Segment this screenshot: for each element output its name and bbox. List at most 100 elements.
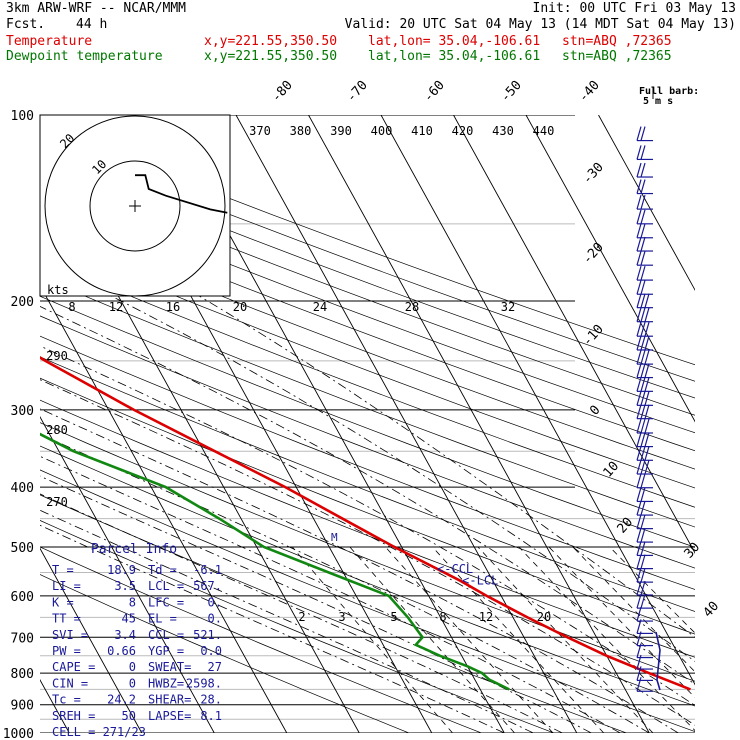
wind-barb <box>636 619 653 635</box>
wind-barb-flag <box>640 567 646 583</box>
pressure-label: 400 <box>11 481 34 496</box>
wind-barb <box>636 677 653 692</box>
isotherm-label: -20 <box>580 240 607 267</box>
parcel-label: TT = <box>52 612 81 626</box>
theta-label: 400 <box>371 124 393 138</box>
mixing-ratio-line <box>572 546 695 673</box>
parcel-value: 0 <box>129 660 136 674</box>
wind-barb-flag <box>640 179 646 194</box>
wind-barb-flag <box>636 162 642 178</box>
parcel-value: 0.66 <box>107 644 136 658</box>
wind-barb-flag <box>644 307 650 322</box>
wind-barb-flag <box>636 643 642 658</box>
wind-barb-flag <box>644 391 650 406</box>
wind-barb <box>636 554 653 570</box>
wind-barb <box>636 280 653 295</box>
wind-barb-flag <box>640 209 646 224</box>
mixing-ratio-line <box>291 546 453 733</box>
wind-barb-flag <box>640 363 646 378</box>
parcel-value: 28. <box>200 693 222 707</box>
wind-barb <box>636 432 653 448</box>
parcel-label: HWBZ= <box>148 676 184 690</box>
dry-adiabat-line <box>40 335 695 590</box>
dry-adiabat-line <box>40 239 695 489</box>
wind-barb <box>636 631 653 647</box>
dry-adiabat-line <box>40 295 695 548</box>
dewpoint-station: stn=ABQ ,72365 <box>562 49 672 64</box>
wind-barb-flag <box>636 179 642 194</box>
wind-barb-flag <box>644 459 650 475</box>
parcel-value: -6.1 <box>193 563 222 577</box>
moist-adiabat-line <box>40 524 505 733</box>
wind-barb-flag <box>636 473 642 488</box>
wind-barb-flag <box>640 126 646 141</box>
wind-barb <box>636 322 653 337</box>
wind-barb <box>636 223 653 239</box>
wind-barb-flag <box>636 280 642 295</box>
parcel-label: CCL = <box>148 628 184 642</box>
wind-barb-flag <box>636 322 642 337</box>
parcel-label: Td = <box>148 563 177 577</box>
pressure-label: 800 <box>11 667 34 682</box>
wind-barb-flag <box>640 322 646 337</box>
wind-barb-flag <box>636 619 642 634</box>
isotherm-label: 40 <box>701 599 723 621</box>
wind-barb-flag <box>640 487 646 502</box>
parcel-value: 521. <box>193 628 222 642</box>
parcel-label: Tc = <box>52 693 81 707</box>
forecast-hour: 44 h <box>76 17 108 32</box>
moist-adiabat-line <box>40 379 695 726</box>
parcel-cell: CELL = 271/23 <box>52 725 146 739</box>
wind-barb-flag <box>644 293 650 308</box>
wind-barb <box>636 349 653 365</box>
pressure-label: 1000 <box>3 727 34 740</box>
isotherm-label: -70 <box>344 78 371 105</box>
parcel-value: 567. <box>193 579 222 593</box>
wind-barb-flag <box>640 223 646 238</box>
wind-barb-flag <box>636 514 642 529</box>
wind-barb-flag <box>640 194 646 210</box>
wind-barb-flag <box>640 391 646 406</box>
hodograph-ring-10 <box>89 160 181 252</box>
lcl-marker: <-LCL <box>462 574 498 588</box>
isotherm-line <box>453 115 695 554</box>
parcel-value: 8.1 <box>200 709 222 723</box>
wind-barb-flag <box>636 335 642 351</box>
wind-barb-flag <box>644 446 650 461</box>
moist-adiabat-line <box>40 345 695 706</box>
low-level-wind-barbs <box>655 631 661 691</box>
theta-label: 420 <box>452 124 474 138</box>
dry-adiabat-line <box>40 170 695 416</box>
parcel-value: 24.2 <box>107 693 136 707</box>
wind-barb <box>636 473 653 489</box>
wind-barb <box>636 487 653 503</box>
parcel-value: 8 <box>129 595 136 609</box>
dry-adiabat-line <box>40 221 695 470</box>
wind-barb-flag <box>636 631 642 646</box>
wind-barb <box>636 162 653 178</box>
isotherm-label: 20 <box>615 515 637 537</box>
mixing-ratio-line <box>349 546 515 733</box>
wind-barb <box>636 251 653 266</box>
dry-adiabat-line <box>40 204 695 452</box>
theta-label: 440 <box>533 124 555 138</box>
dry-adiabat-line <box>40 574 410 733</box>
parcel-value: 45 <box>122 612 136 626</box>
wind-barb-flag <box>640 162 646 178</box>
isotherm-label: -50 <box>498 78 525 105</box>
dewpoint-latlon: lat,lon= 35.04,-106.61 <box>368 49 541 64</box>
wind-barb <box>636 418 653 434</box>
theta-label: 390 <box>330 124 352 138</box>
wind-barb-flag <box>636 606 642 622</box>
parcel-label: SREH = <box>52 709 95 723</box>
isotherm-label: -10 <box>580 322 607 349</box>
barb-legend-title: Full barb: <box>639 86 699 97</box>
moist-adiabat-line <box>40 433 650 733</box>
wind-barb-flag <box>644 349 650 365</box>
wind-barb-flag <box>640 265 646 281</box>
moist-adiabat-line <box>40 306 695 685</box>
dry-adiabat-line <box>40 445 695 707</box>
wind-barb-flag <box>640 145 646 160</box>
dry-adiabat-line <box>40 546 482 733</box>
